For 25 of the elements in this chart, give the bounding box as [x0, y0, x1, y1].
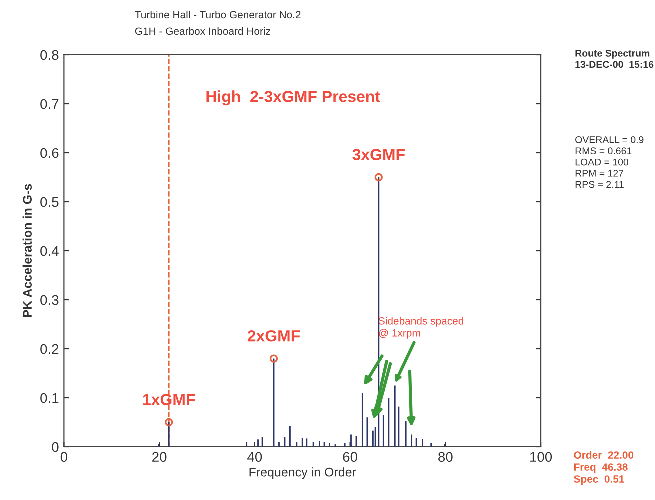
x-tick-label: 60: [343, 452, 358, 462]
y-tick-label: 0.6: [40, 148, 59, 158]
y-tick-label: 0.5: [40, 197, 59, 208]
x-tick-label: 20: [152, 452, 167, 462]
y-tick-label: 0.2: [40, 344, 59, 354]
x-tick-label: 40: [248, 452, 262, 462]
annotation: 2xGMF: [248, 330, 300, 342]
y-tick-label: 0.8: [40, 50, 59, 60]
text: Route Spectrum 13-DEC-00 15:16: [576, 50, 654, 68]
y-axis-title: PK Acceleration in G-s: [22, 184, 32, 318]
chart-title: Turbine Hall - Turbo Generator No.2: [135, 10, 301, 19]
annotation: High 2-3xGMF Present: [206, 90, 380, 106]
text: OVERALL = 0.9 RMS = 0.661 LOAD = 100 RPM = 127 RPS = 2.11: [576, 136, 644, 188]
x-tick-label: 100: [530, 452, 552, 462]
text: Order 22.00 Freq 46.38 Spec 0.51: [574, 451, 634, 485]
chart-subtitle: G1H - Gearbox Inboard Horiz: [135, 27, 270, 36]
annotation: 3xGMF: [352, 149, 405, 160]
y-tick-label: 0: [52, 442, 59, 452]
x-tick-label: 80: [438, 452, 453, 462]
y-tick-label: 0.3: [40, 295, 59, 306]
x-tick-label: 0: [60, 452, 68, 462]
y-tick-label: 0.4: [40, 246, 59, 256]
y-tick-label: 0.1: [40, 393, 59, 404]
x-axis-title: Frequency in Order: [250, 468, 356, 480]
y-tick-label: 0.7: [40, 99, 59, 110]
